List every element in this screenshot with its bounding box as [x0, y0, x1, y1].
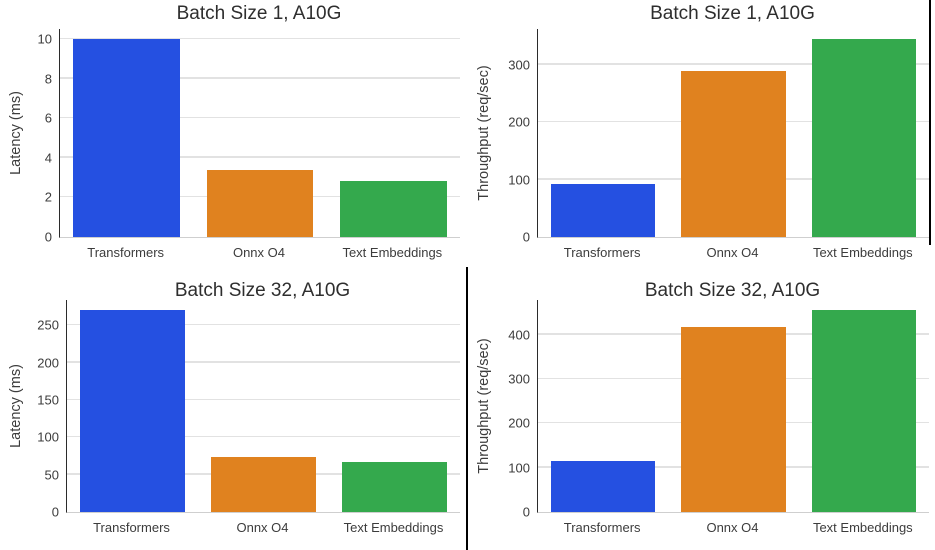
y-tick-label: 200 — [508, 114, 530, 130]
gridline — [60, 37, 460, 39]
plot-area: 0 100 200 300 — [508, 29, 929, 244]
y-tick-label: 250 — [37, 317, 59, 333]
bar-transformers — [551, 461, 656, 512]
x-axis-labels: Transformers Onnx O4 Text Embeddings — [537, 520, 928, 538]
x-axis-labels: Transformers Onnx O4 Text Embeddings — [59, 245, 459, 263]
bar-onnx-o4 — [681, 326, 786, 512]
y-tick-label: 50 — [44, 467, 59, 483]
y-tick-label: 2 — [44, 189, 52, 205]
y-tick-label: 0 — [522, 229, 530, 245]
gridline — [60, 156, 460, 158]
gridline — [60, 116, 460, 119]
x-tick-label-onnx-o4: Onnx O4 — [706, 245, 759, 260]
divider-line-bottom-middle — [466, 267, 468, 550]
y-tick-label: 100 — [508, 460, 530, 476]
x-tick-label-transformers: Transformers — [93, 520, 170, 535]
gridline — [60, 77, 460, 79]
y-tick-label: 300 — [508, 371, 530, 387]
y-axis-label: Latency (ms) — [8, 91, 24, 175]
y-tick-label: 400 — [508, 327, 530, 343]
y-axis-label: Latency (ms) — [8, 364, 24, 448]
gridline — [67, 398, 460, 401]
bar-transformers — [80, 310, 185, 512]
bar-text-embeddings — [340, 180, 447, 237]
chart-title: Batch Size 1, A10G — [650, 3, 815, 24]
x-tick-label-onnx-o4: Onnx O4 — [232, 245, 285, 260]
x-tick-label-text-embeddings: Text Embeddings — [812, 245, 913, 260]
y-tick-label: 200 — [508, 415, 530, 431]
y-tick-label: 300 — [508, 57, 530, 73]
chart-title: Batch Size 32, A10G — [174, 280, 351, 301]
bar-onnx-o4 — [211, 456, 316, 512]
x-tick-label-transformers: Transformers — [563, 520, 641, 535]
y-tick-label: 0 — [44, 229, 52, 245]
y-tick-label: 200 — [37, 355, 59, 371]
chart-batch1-throughput: Batch Size 1, A10G Throughput (req/sec) … — [467, 0, 935, 270]
bar-onnx-o4 — [681, 70, 786, 237]
plot-area: 0 50 100 150 200 250 — [37, 300, 460, 519]
chart-batch32-throughput: Batch Size 32, A10G Throughput (req/sec)… — [467, 275, 935, 550]
y-tick-label: 4 — [44, 150, 52, 166]
divider-line-top-right — [929, 0, 931, 245]
x-tick-label-text-embeddings: Text Embeddings — [343, 520, 444, 535]
gridline — [67, 361, 460, 363]
y-axis-label: Throughput (req/sec) — [476, 65, 492, 201]
chart-batch1-latency: Batch Size 1, A10G Latency (ms) 0 2 4 6 8 10 … — [0, 0, 467, 270]
y-tick-label: 0 — [522, 504, 530, 520]
x-axis-labels: Transformers Onnx O4 Text Embeddings — [537, 245, 928, 263]
y-tick-label: 150 — [37, 392, 59, 408]
bar-text-embeddings — [811, 310, 916, 512]
bar-text-embeddings — [342, 462, 447, 512]
y-tick-label: 0 — [51, 504, 59, 520]
x-tick-label-text-embeddings: Text Embeddings — [342, 245, 443, 260]
x-tick-label-transformers: Transformers — [87, 245, 165, 260]
plot-area: 0 2 4 6 8 10 — [38, 29, 460, 244]
gridline — [538, 63, 929, 65]
gridline — [67, 324, 460, 326]
x-axis-labels: Transformers Onnx O4 Text Embeddings — [66, 520, 459, 538]
x-tick-label-transformers: Transformers — [563, 245, 641, 260]
bar-transformers — [73, 38, 180, 237]
bar-onnx-o4 — [206, 169, 314, 237]
x-tick-label-text-embeddings: Text Embeddings — [812, 520, 913, 535]
x-tick-label-onnx-o4: Onnx O4 — [236, 520, 289, 535]
y-tick-label: 6 — [44, 110, 52, 126]
bar-transformers — [551, 184, 656, 237]
y-axis-label: Throughput (req/sec) — [476, 338, 492, 474]
chart-batch32-latency: Batch Size 32, A10G Latency (ms) 0 50 100 1… — [0, 275, 467, 550]
plot-area: 0 100 200 300 400 — [508, 300, 929, 519]
y-tick-label: 8 — [44, 71, 52, 87]
bar-text-embeddings — [811, 38, 916, 237]
chart-title: Batch Size 32, A10G — [644, 280, 821, 301]
y-tick-label: 100 — [508, 172, 530, 188]
chart-title: Batch Size 1, A10G — [176, 3, 342, 24]
y-tick-label: 100 — [37, 429, 59, 445]
gridline — [67, 436, 460, 438]
x-tick-label-onnx-o4: Onnx O4 — [706, 520, 759, 535]
y-tick-label: 10 — [37, 31, 52, 47]
